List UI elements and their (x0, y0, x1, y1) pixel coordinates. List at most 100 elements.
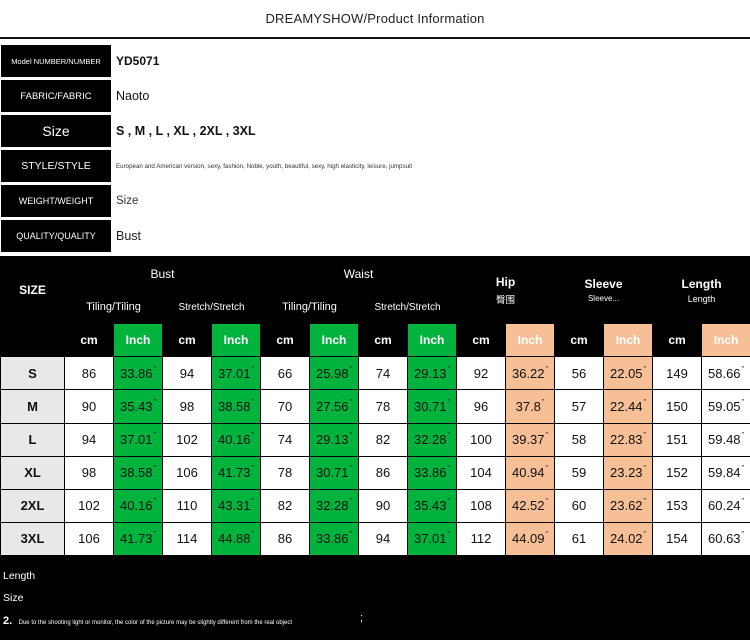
cm-value: 86 (277, 531, 293, 547)
inch-value: 33.86 (315, 531, 349, 547)
cm-cell: 149 (652, 356, 703, 391)
cm-value: 90 (375, 498, 391, 514)
inch-mark: " (251, 531, 255, 539)
inch-value: 33.86 (413, 465, 447, 481)
inch-mark: " (153, 465, 157, 473)
inch-value: 59.48 (708, 432, 741, 448)
inch-mark: " (541, 398, 545, 406)
cm-cell: 154 (652, 521, 703, 557)
info-row-weight: WEIGHT/WEIGHT Size (0, 185, 750, 217)
size-chart-table: SIZE Bust Waist Hip 臀围 Sleeve Sleeve... … (0, 255, 750, 557)
inch-mark: " (545, 365, 549, 373)
cm-cell: 59 (554, 455, 605, 490)
inch-value: 41.73 (119, 531, 153, 547)
cm-value: 78 (277, 465, 293, 481)
info-row-fabric: FABRIC/FABRIC Naoto (0, 80, 750, 112)
hip-header-sublabel: 臀围 (496, 294, 516, 306)
cm-value: 102 (176, 432, 198, 448)
cm-cell: 152 (652, 455, 703, 490)
inch-cell: 35.43" (407, 488, 458, 523)
info-label-style: STYLE/STYLE (1, 150, 111, 182)
length-header-label: Length (681, 276, 722, 291)
inch-cell: 33.86" (113, 356, 163, 391)
cm-value: 108 (470, 498, 492, 514)
info-row-model: Model NUMBER/NUMBER YD5071 (0, 45, 750, 77)
inch-value: 22.83 (610, 432, 643, 448)
cm-value: 154 (666, 531, 688, 547)
page-title: DREAMYSHOW/Product Information (265, 11, 485, 26)
inch-mark: " (643, 398, 647, 406)
cm-cell: 100 (456, 422, 507, 457)
cm-value: 151 (666, 432, 688, 448)
cm-cell: 90 (64, 389, 114, 424)
cm-cell: 70 (260, 389, 311, 424)
footer-notes: Length Size 2. Due to the shooting light… (0, 556, 750, 640)
cm-value: 152 (666, 465, 688, 481)
cm-value: 61 (571, 531, 587, 547)
inch-value: 40.16 (119, 498, 153, 514)
inch-cell: 41.73" (210, 455, 262, 490)
cm-cell: 106 (162, 455, 212, 490)
inch-mark: " (447, 531, 451, 539)
inch-cell: 29.13" (407, 356, 458, 391)
cm-value: 58 (571, 432, 587, 448)
cm-value: 56 (571, 365, 587, 381)
cm-value: 57 (571, 398, 587, 414)
footer-disclaimer: 2. Due to the shooting light or monitor,… (3, 611, 292, 629)
cm-value: 98 (179, 398, 195, 414)
waist-stretch-header: Stretch/Stretch (358, 290, 458, 325)
inch-cell: 39.37" (505, 422, 556, 457)
unit-header-cm: cm (162, 323, 212, 358)
info-value-fabric: Naoto (116, 89, 150, 103)
inch-mark: " (349, 398, 353, 406)
size-header: SIZE (0, 255, 65, 325)
inch-cell: 32.28" (407, 422, 458, 457)
inch-value: 29.13 (315, 432, 349, 448)
cm-cell: 86 (260, 521, 311, 557)
unit-header-cm: cm (554, 323, 605, 358)
info-value-model: YD5071 (116, 54, 160, 68)
inch-value: 60.63 (708, 531, 741, 547)
inch-value: 38.58 (119, 465, 153, 481)
inch-mark: " (545, 465, 549, 473)
cm-value: 86 (375, 465, 391, 481)
info-value-style: European and American version, sexy, fas… (116, 162, 413, 170)
size-cell: L (0, 422, 65, 457)
inch-mark: " (251, 398, 255, 406)
cm-value: 82 (277, 498, 293, 514)
inch-value: 36.22 (511, 365, 545, 381)
cm-cell: 94 (162, 356, 212, 391)
cm-cell: 60 (554, 488, 605, 523)
cm-cell: 102 (64, 488, 114, 523)
inch-value: 41.73 (217, 465, 251, 481)
cm-value: 94 (375, 531, 391, 547)
inch-cell: 27.56" (309, 389, 360, 424)
cm-value: 78 (375, 398, 391, 414)
cm-value: 96 (473, 398, 489, 414)
cm-value: 92 (473, 365, 489, 381)
inch-value: 29.13 (413, 365, 447, 381)
cm-cell: 74 (358, 356, 409, 391)
inch-cell: 37.01" (407, 521, 458, 557)
inch-value: 58.66 (708, 365, 741, 381)
unit-header-blank (0, 323, 65, 358)
inch-mark: " (349, 498, 353, 506)
cm-cell: 94 (64, 422, 114, 457)
cm-value: 66 (277, 365, 293, 381)
inch-cell: 40.94" (505, 455, 556, 490)
cm-cell: 74 (260, 422, 311, 457)
inch-value: 59.84 (708, 465, 741, 481)
table-row: M 90 35.43" 98 38.58" 70 27.56" 78 30.71" 96 37.8"… (0, 389, 750, 424)
inch-value: 39.37 (511, 432, 545, 448)
header-divider (0, 37, 750, 39)
size-cell: 3XL (0, 521, 65, 557)
sleeve-header: Sleeve Sleeve... (554, 255, 654, 325)
table-header-row-units: cm Inch cm Inch cm Inch cm Inch cm Inch … (0, 323, 750, 358)
cm-value: 106 (78, 531, 100, 547)
inch-mark: " (349, 531, 353, 539)
inch-value: 33.86 (119, 365, 153, 381)
inch-mark: " (153, 398, 157, 406)
inch-mark: " (643, 365, 647, 373)
inch-value: 30.71 (413, 398, 447, 414)
inch-mark: " (447, 465, 451, 473)
